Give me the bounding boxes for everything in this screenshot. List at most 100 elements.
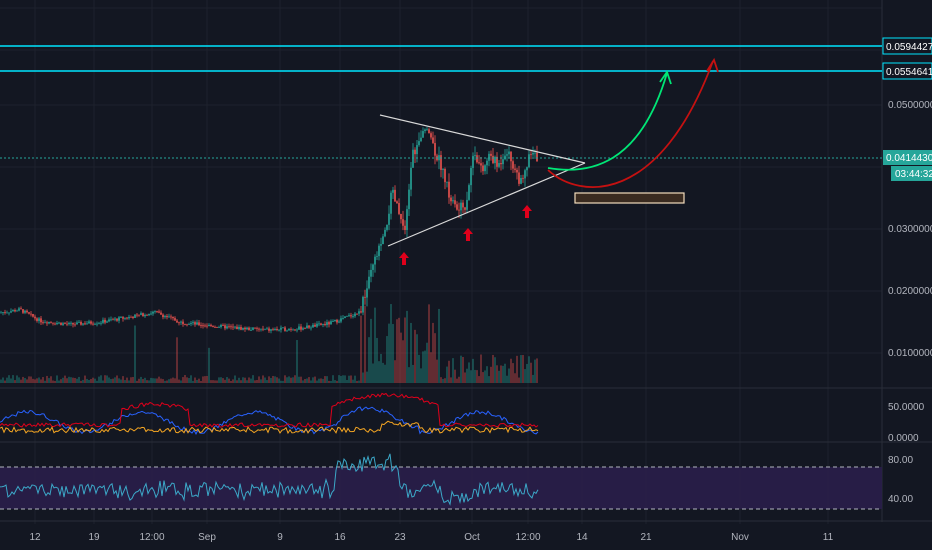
volume-bar	[140, 376, 142, 383]
candle-body	[420, 137, 422, 142]
candle-body	[152, 311, 154, 314]
candle-body	[424, 129, 426, 132]
candle-body	[390, 192, 392, 214]
time-tick-label: 11	[823, 532, 834, 543]
volume-bar	[42, 377, 44, 383]
volume-bar	[98, 376, 100, 383]
volume-bar	[242, 377, 244, 383]
volume-bar	[256, 379, 258, 383]
candle-body	[350, 315, 352, 317]
candle-body	[74, 324, 76, 326]
volume-bar	[250, 378, 252, 383]
volume-bar	[32, 378, 34, 383]
volume-bar	[38, 377, 40, 383]
volume-bar	[354, 375, 356, 383]
volume-bar	[320, 378, 322, 383]
volume-bar	[108, 377, 110, 383]
candle-body	[188, 324, 190, 325]
candle-body	[392, 189, 394, 193]
volume-bar	[322, 378, 324, 383]
candle-body	[176, 320, 178, 323]
volume-bar	[480, 354, 482, 383]
volume-bar	[468, 362, 470, 383]
volume-bar	[68, 376, 70, 383]
volume-bar	[24, 378, 26, 383]
volume-bar	[368, 337, 370, 383]
candle-body	[352, 316, 354, 318]
volume-bar	[244, 377, 246, 383]
up-arrow-icon	[522, 205, 532, 218]
candle-body	[24, 310, 26, 313]
candle-body	[32, 313, 34, 317]
candle-body	[216, 326, 218, 328]
volume-bar	[466, 368, 468, 383]
volume-bar	[122, 376, 124, 383]
candle-body	[178, 322, 180, 324]
volume-bar	[474, 369, 476, 383]
volume-bar	[472, 358, 474, 383]
volume-bar	[204, 376, 206, 383]
volume-bar	[414, 329, 416, 383]
candle-body	[448, 181, 450, 198]
candle-body	[338, 321, 340, 323]
candle-body	[36, 318, 38, 321]
candle-body	[378, 245, 380, 257]
candle-body	[386, 224, 388, 230]
red-arrow-icon	[706, 57, 719, 73]
lower-trendline	[387, 162, 586, 247]
volume-bar	[306, 378, 308, 383]
candle-body	[526, 167, 528, 171]
candle-body	[48, 321, 50, 324]
volume-bar	[2, 377, 4, 383]
drawing-tools[interactable]	[0, 45, 882, 265]
candle-body	[366, 288, 368, 298]
candle-body	[4, 312, 6, 314]
countdown-value: 03:44:32	[895, 169, 932, 180]
price-axis[interactable]: 0.0500000 0.0300000 0.0200000 0.0100000 0.05…	[882, 37, 932, 505]
volume-bar	[342, 375, 344, 383]
volume-bar	[144, 377, 146, 383]
volume-bar	[8, 375, 10, 383]
candle-body	[314, 324, 316, 327]
volume-bar	[404, 317, 406, 383]
candle-body	[340, 318, 342, 322]
candle-body	[112, 319, 114, 321]
time-tick-label: 12:00	[515, 532, 540, 543]
candle-body	[170, 316, 172, 318]
volume-bar	[36, 378, 38, 383]
volume-bar	[146, 380, 148, 383]
candle-body	[88, 321, 90, 324]
volume-bar	[236, 380, 238, 383]
volume-bar	[318, 378, 320, 383]
volume-bar	[150, 377, 152, 383]
candle-body	[128, 316, 130, 319]
volume-bar	[452, 358, 454, 383]
candle-body	[146, 314, 148, 316]
candle-body	[8, 312, 10, 314]
candle-body	[292, 329, 294, 331]
volume-bar	[390, 304, 392, 383]
volume-bar	[28, 376, 30, 383]
candle-body	[516, 169, 518, 173]
candle-body	[322, 323, 324, 325]
volume-bar	[336, 380, 338, 383]
upper-trendline	[379, 114, 586, 164]
volume-bar	[216, 380, 218, 383]
candle-body	[190, 323, 192, 325]
time-axis[interactable]: 12 19 12:00 Sep 9 16 23 Oct 12:00 14 21 Nov 11	[29, 532, 833, 543]
candle-body	[46, 322, 48, 324]
candle-body	[130, 316, 132, 318]
candle-body	[344, 316, 346, 319]
candle-body	[62, 323, 64, 325]
volume-bar	[416, 334, 418, 383]
candle-body	[164, 316, 166, 318]
candle-body	[200, 325, 202, 326]
candle-body	[144, 314, 146, 317]
volume-bar	[298, 376, 300, 383]
up-arrow-icon	[463, 228, 473, 241]
candle-body	[536, 152, 538, 162]
candle-body	[434, 143, 436, 156]
candle-body	[284, 327, 286, 331]
volume-bar	[464, 372, 466, 383]
